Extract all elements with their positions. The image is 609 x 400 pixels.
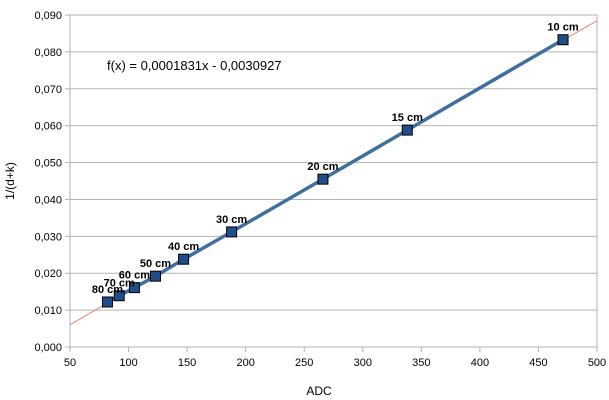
x-tick-label: 200 [236, 357, 254, 369]
data-point-marker [101, 296, 113, 308]
x-tick-label: 350 [412, 357, 430, 369]
data-point-marker [149, 270, 161, 282]
x-tick-label: 450 [529, 357, 547, 369]
y-tick-label: 0,020 [34, 268, 62, 280]
x-tick-label: 150 [178, 357, 196, 369]
y-axis-title: 1/(d+k) [3, 162, 17, 200]
plot-area-border [69, 14, 598, 348]
data-point-label: 30 cm [216, 214, 247, 226]
data-point-label: 80 cm [92, 284, 123, 296]
x-tick-label: 400 [471, 357, 489, 369]
series-layer [101, 34, 569, 308]
data-point-label: 70 cm [104, 278, 135, 290]
data-point-marker [128, 282, 140, 294]
y-tick-label: 0,090 [34, 10, 62, 22]
y-tick-label: 0,010 [34, 305, 62, 317]
data-point-marker [317, 173, 329, 185]
y-tick-label: 0,040 [34, 194, 62, 206]
data-point-marker [178, 253, 190, 265]
x-tick-label: 250 [295, 357, 313, 369]
x-axis-title: ADC [306, 384, 332, 398]
y-tick-label: 0,030 [34, 231, 62, 243]
x-tick-label: 300 [354, 357, 372, 369]
data-point-marker [113, 290, 125, 302]
x-tick-label: 100 [119, 357, 137, 369]
y-tick-label: 0,070 [34, 84, 62, 96]
x-tick-label: 50 [64, 357, 76, 369]
y-tick-label: 0,060 [34, 121, 62, 133]
y-tick-label: 0,050 [34, 158, 62, 170]
data-point-label: 10 cm [547, 22, 578, 34]
y-tick-label: 0,000 [34, 342, 62, 354]
data-point-label: 40 cm [168, 241, 199, 253]
axis-layer: 0,000 0,010 0,020 0,030 0,040 0,050 0,060 0,070… [34, 10, 606, 369]
data-point-label: 20 cm [307, 161, 338, 173]
data-point-label: 50 cm [140, 258, 171, 270]
data-point-label: 15 cm [392, 112, 423, 124]
y-tick-label: 0,080 [34, 47, 62, 59]
data-point-marker [226, 226, 238, 238]
data-point-marker [557, 34, 569, 46]
trendline-equation: f(x) = 0,0001831x - 0,0030927 [107, 58, 282, 73]
data-point-label: 60 cm [119, 270, 150, 282]
x-tick-label: 500 [588, 357, 606, 369]
data-point-marker [401, 124, 413, 136]
